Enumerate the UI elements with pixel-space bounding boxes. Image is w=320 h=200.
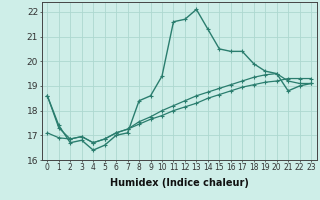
X-axis label: Humidex (Indice chaleur): Humidex (Indice chaleur) [110,178,249,188]
